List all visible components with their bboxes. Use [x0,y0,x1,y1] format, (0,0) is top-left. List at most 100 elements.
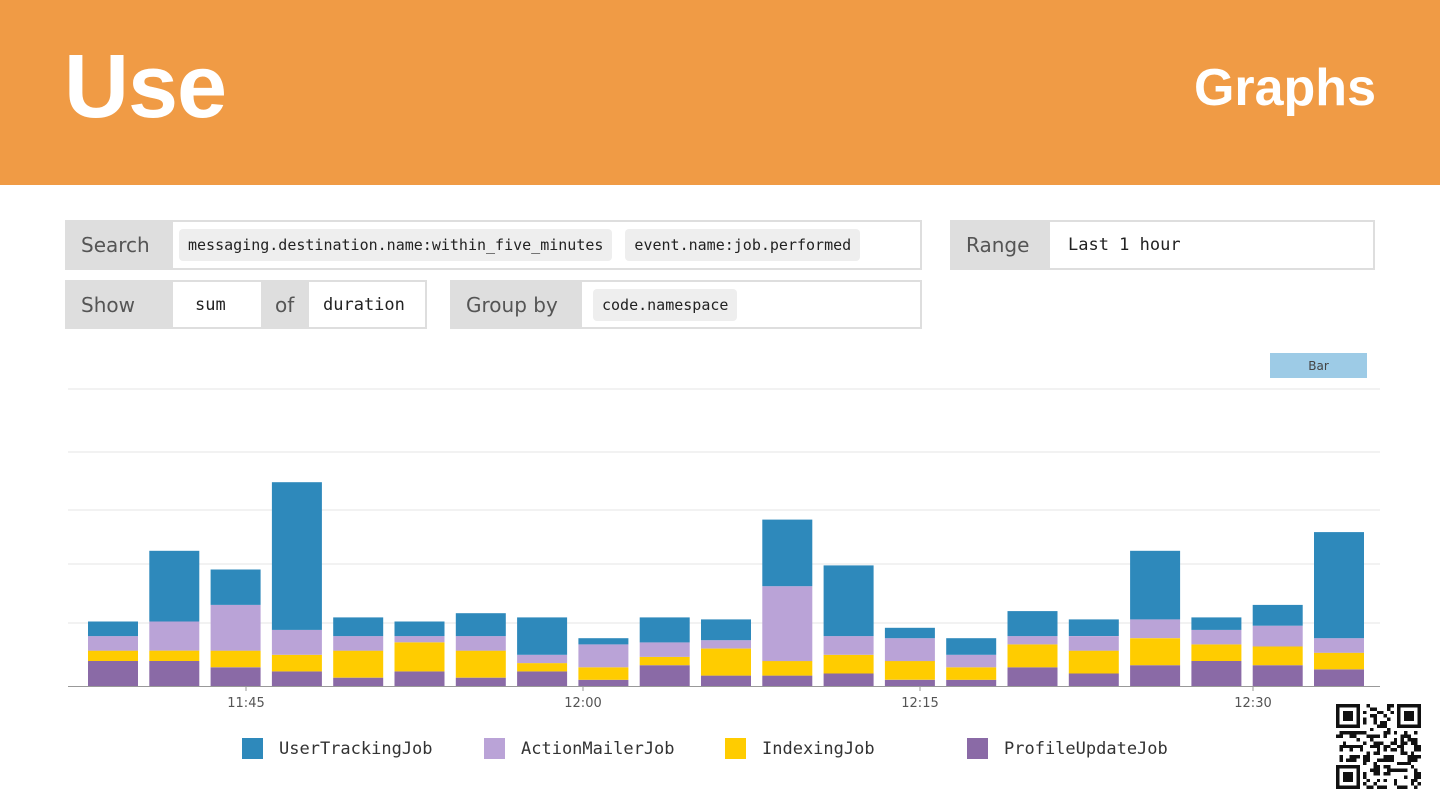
chart-gridlines [68,388,1380,624]
bar-segment-ActionMailerJob [394,636,445,643]
bar-segment-IndexingJob [88,650,138,661]
bar-segment-ProfileUpdateJob [1314,669,1364,686]
x-axis-tick-label: 12:15 [901,696,938,711]
bar-segment-UserTrackingJob [517,617,568,655]
bar-segment-ProfileUpdateJob [88,661,138,686]
bar-chart-toggle-button[interactable]: Bar [1270,353,1367,378]
bar-segment-ActionMailerJob [210,604,261,651]
legend-item[interactable]: ProfileUpdateJob [967,738,1168,759]
bar-segment-UserTrackingJob [394,621,445,637]
bar-segment-IndexingJob [1252,646,1303,666]
bar-segment-ProfileUpdateJob [271,671,322,686]
bar-segment-ActionMailerJob [1191,629,1242,645]
legend-item[interactable]: ActionMailerJob [484,738,675,759]
search-bar[interactable]: Search messaging.destination.name:within… [65,220,922,270]
bar-segment-ProfileUpdateJob [210,667,261,686]
search-term-chip[interactable]: messaging.destination.name:within_five_m… [179,229,613,261]
bar-segment-ActionMailerJob [701,640,751,649]
bar-segment-IndexingJob [823,654,874,674]
bar-segment-IndexingJob [271,654,322,672]
bar-segment-UserTrackingJob [639,617,690,643]
bar-segment-IndexingJob [701,648,751,676]
range-selector[interactable]: Range Last 1 hour [950,220,1375,270]
bar-segment-UserTrackingJob [333,617,384,637]
show-label: Show [67,282,173,327]
bar-segment-IndexingJob [394,642,445,672]
legend-label: ActionMailerJob [521,738,675,759]
x-axis-tick-label: 11:45 [227,696,264,711]
x-axis-tick-label: 12:00 [564,696,601,711]
bar-segment-UserTrackingJob [1130,550,1181,620]
bar-segment-ProfileUpdateJob [884,679,935,686]
bar-segment-ActionMailerJob [333,636,384,651]
page-subtitle: Graphs [1193,59,1376,117]
bar-segment-ActionMailerJob [762,586,813,662]
bar-segment-UserTrackingJob [1252,604,1303,626]
legend-swatch [484,738,505,759]
bar-segment-UserTrackingJob [455,613,506,637]
bar-segment-ActionMailerJob [884,638,935,662]
bar-segment-IndexingJob [1191,644,1242,661]
bar-segment-ActionMailerJob [1130,619,1181,639]
group-by-bar[interactable]: Group by code.namespace [450,280,922,329]
bar-segment-ActionMailerJob [149,621,200,651]
bar-segment-ActionMailerJob [517,654,568,664]
bar-segment-ProfileUpdateJob [333,677,384,686]
legend-item[interactable]: IndexingJob [725,738,875,759]
bar-segment-IndexingJob [946,667,997,680]
bar-segment-IndexingJob [762,661,813,676]
x-axis-tick-label: 12:30 [1234,696,1271,711]
bar-segment-ProfileUpdateJob [1130,665,1181,686]
bar-segment-ActionMailerJob [271,629,322,655]
bar-segment-IndexingJob [884,661,935,680]
search-term-chip[interactable]: event.name:job.performed [625,229,861,261]
bar-segment-IndexingJob [149,650,200,661]
legend-swatch [967,738,988,759]
bar-segment-IndexingJob [639,656,690,666]
bar-segment-UserTrackingJob [946,638,997,655]
bar-segment-ProfileUpdateJob [946,679,997,686]
bar-segment-ProfileUpdateJob [1252,665,1303,686]
stacked-bar-chart: 11:45 12:00 12:15 12:30 [68,388,1380,711]
bar-segment-IndexingJob [1068,650,1119,674]
bar-segment-ActionMailerJob [1314,638,1364,653]
group-by-label: Group by [452,282,582,327]
bar-segment-ProfileUpdateJob [701,675,751,686]
group-by-chip[interactable]: code.namespace [593,288,738,321]
bar-segment-IndexingJob [1130,638,1181,666]
bar-segment-ActionMailerJob [639,642,690,657]
legend-label: UserTrackingJob [279,738,433,759]
title-banner: Use Graphs [0,0,1440,185]
legend-item[interactable]: UserTrackingJob [242,738,433,759]
bar-segment-UserTrackingJob [1191,617,1242,630]
bar-segment-UserTrackingJob [1314,532,1364,639]
bar-segment-ProfileUpdateJob [762,675,813,686]
bar-segment-ProfileUpdateJob [517,671,568,686]
range-value[interactable]: Last 1 hour [1068,235,1181,255]
bar-segment-IndexingJob [455,650,506,678]
bar-segment-UserTrackingJob [762,519,813,587]
aggregation-bar: Show sum of duration [65,280,427,329]
bar-segment-UserTrackingJob [884,627,935,639]
bar-segment-ActionMailerJob [823,636,874,655]
bar-segment-IndexingJob [210,650,261,668]
bar-segment-IndexingJob [578,667,629,680]
legend-label: ProfileUpdateJob [1004,738,1168,759]
aggregation-select[interactable]: sum [195,294,226,315]
bar-segment-UserTrackingJob [701,619,751,641]
bar-segment-IndexingJob [1007,644,1058,668]
bar-segment-IndexingJob [517,663,568,672]
bar-segment-ProfileUpdateJob [1068,673,1119,686]
legend-swatch [725,738,746,759]
bar-segment-UserTrackingJob [271,482,322,630]
bar-segment-ProfileUpdateJob [149,661,200,686]
bar-segment-ActionMailerJob [1068,636,1119,651]
field-select[interactable]: duration [323,294,405,315]
bar-segment-UserTrackingJob [1068,619,1119,636]
bar-segment-ProfileUpdateJob [1191,661,1242,686]
bar-segment-UserTrackingJob [210,569,261,605]
bar-segment-ActionMailerJob [1007,636,1058,645]
bar-segment-ActionMailerJob [455,636,506,651]
bar-segment-ProfileUpdateJob [639,665,690,686]
bar-segment-UserTrackingJob [88,621,138,637]
